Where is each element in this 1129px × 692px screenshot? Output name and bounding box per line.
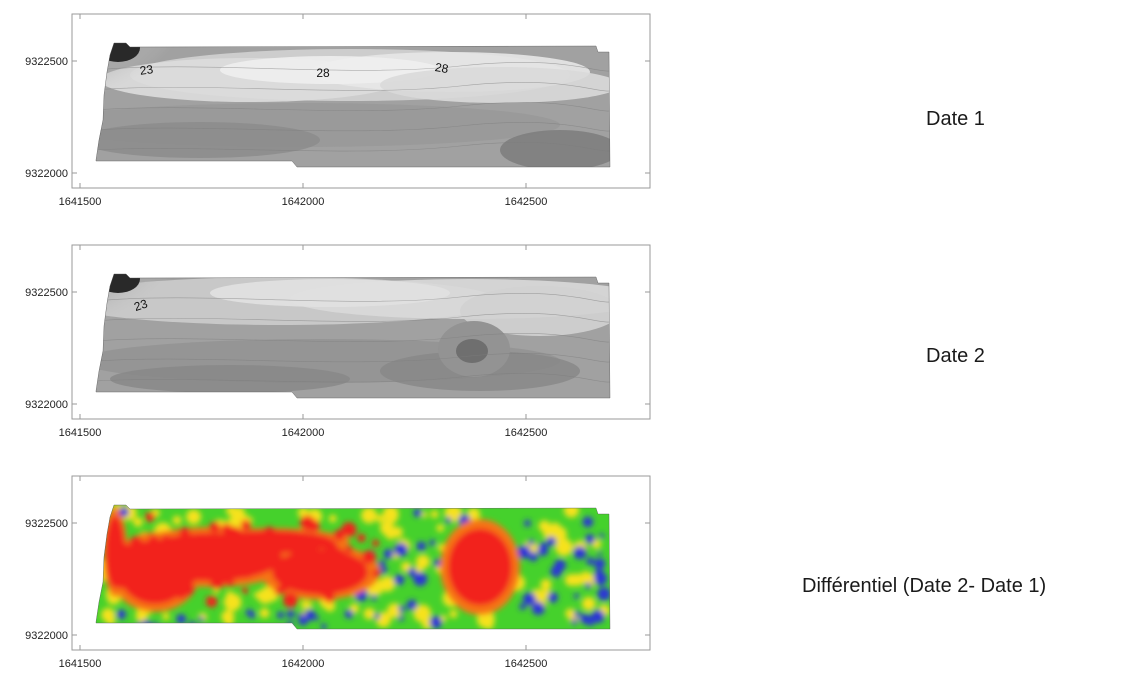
x-tick-label: 1642500 [505,427,548,439]
chart-date2: 1641500164200016425001643000164350016440… [25,244,651,439]
caption-date2: Date 2 [926,345,985,367]
plot-frame [71,13,651,189]
map-panel-date1: 1641500164200016425001643000164350016440… [0,0,700,230]
study-area-outline [95,42,611,168]
x-tick-label: 1642500 [505,658,548,670]
chart-date1: 1641500164200016425001643000164350016440… [25,13,651,208]
y-tick-label: 9322000 [25,399,68,411]
x-tick-label: 1641500 [59,427,102,439]
study-area-outline [95,504,611,630]
contour-label: 28 [316,66,330,80]
x-tick-label: 1641500 [59,196,102,208]
difference-field [96,505,610,629]
y-tick-label: 9322000 [25,168,68,180]
contour-label: 23 [139,62,154,78]
x-tick-label: 1642000 [282,196,325,208]
gray-contour-field [96,43,610,167]
y-tick-label: 9322500 [25,518,68,530]
contour-label: 23 [132,296,149,314]
chart-differential: 1641500164200016425001643000164350016440… [25,475,651,670]
map-panel-differential: 1641500164200016425001643000164350016440… [0,462,700,692]
y-tick-label: 9322500 [25,287,68,299]
plot-frame [71,244,651,420]
caption-differential: Différentiel (Date 2- Date 1) [802,575,1047,597]
map-panel-date2: 1641500164200016425001643000164350016440… [0,231,700,461]
study-area-outline [95,273,611,399]
gray-contour-field [96,274,610,398]
x-tick-label: 1642500 [505,196,548,208]
plot-frame [71,475,651,651]
x-tick-label: 1642000 [282,427,325,439]
contour-label: 28 [434,60,450,76]
x-tick-label: 1642000 [282,658,325,670]
caption-date1: Date 1 [926,108,985,130]
x-tick-label: 1641500 [59,658,102,670]
y-tick-label: 9322500 [25,56,68,68]
y-tick-label: 9322000 [25,630,68,642]
